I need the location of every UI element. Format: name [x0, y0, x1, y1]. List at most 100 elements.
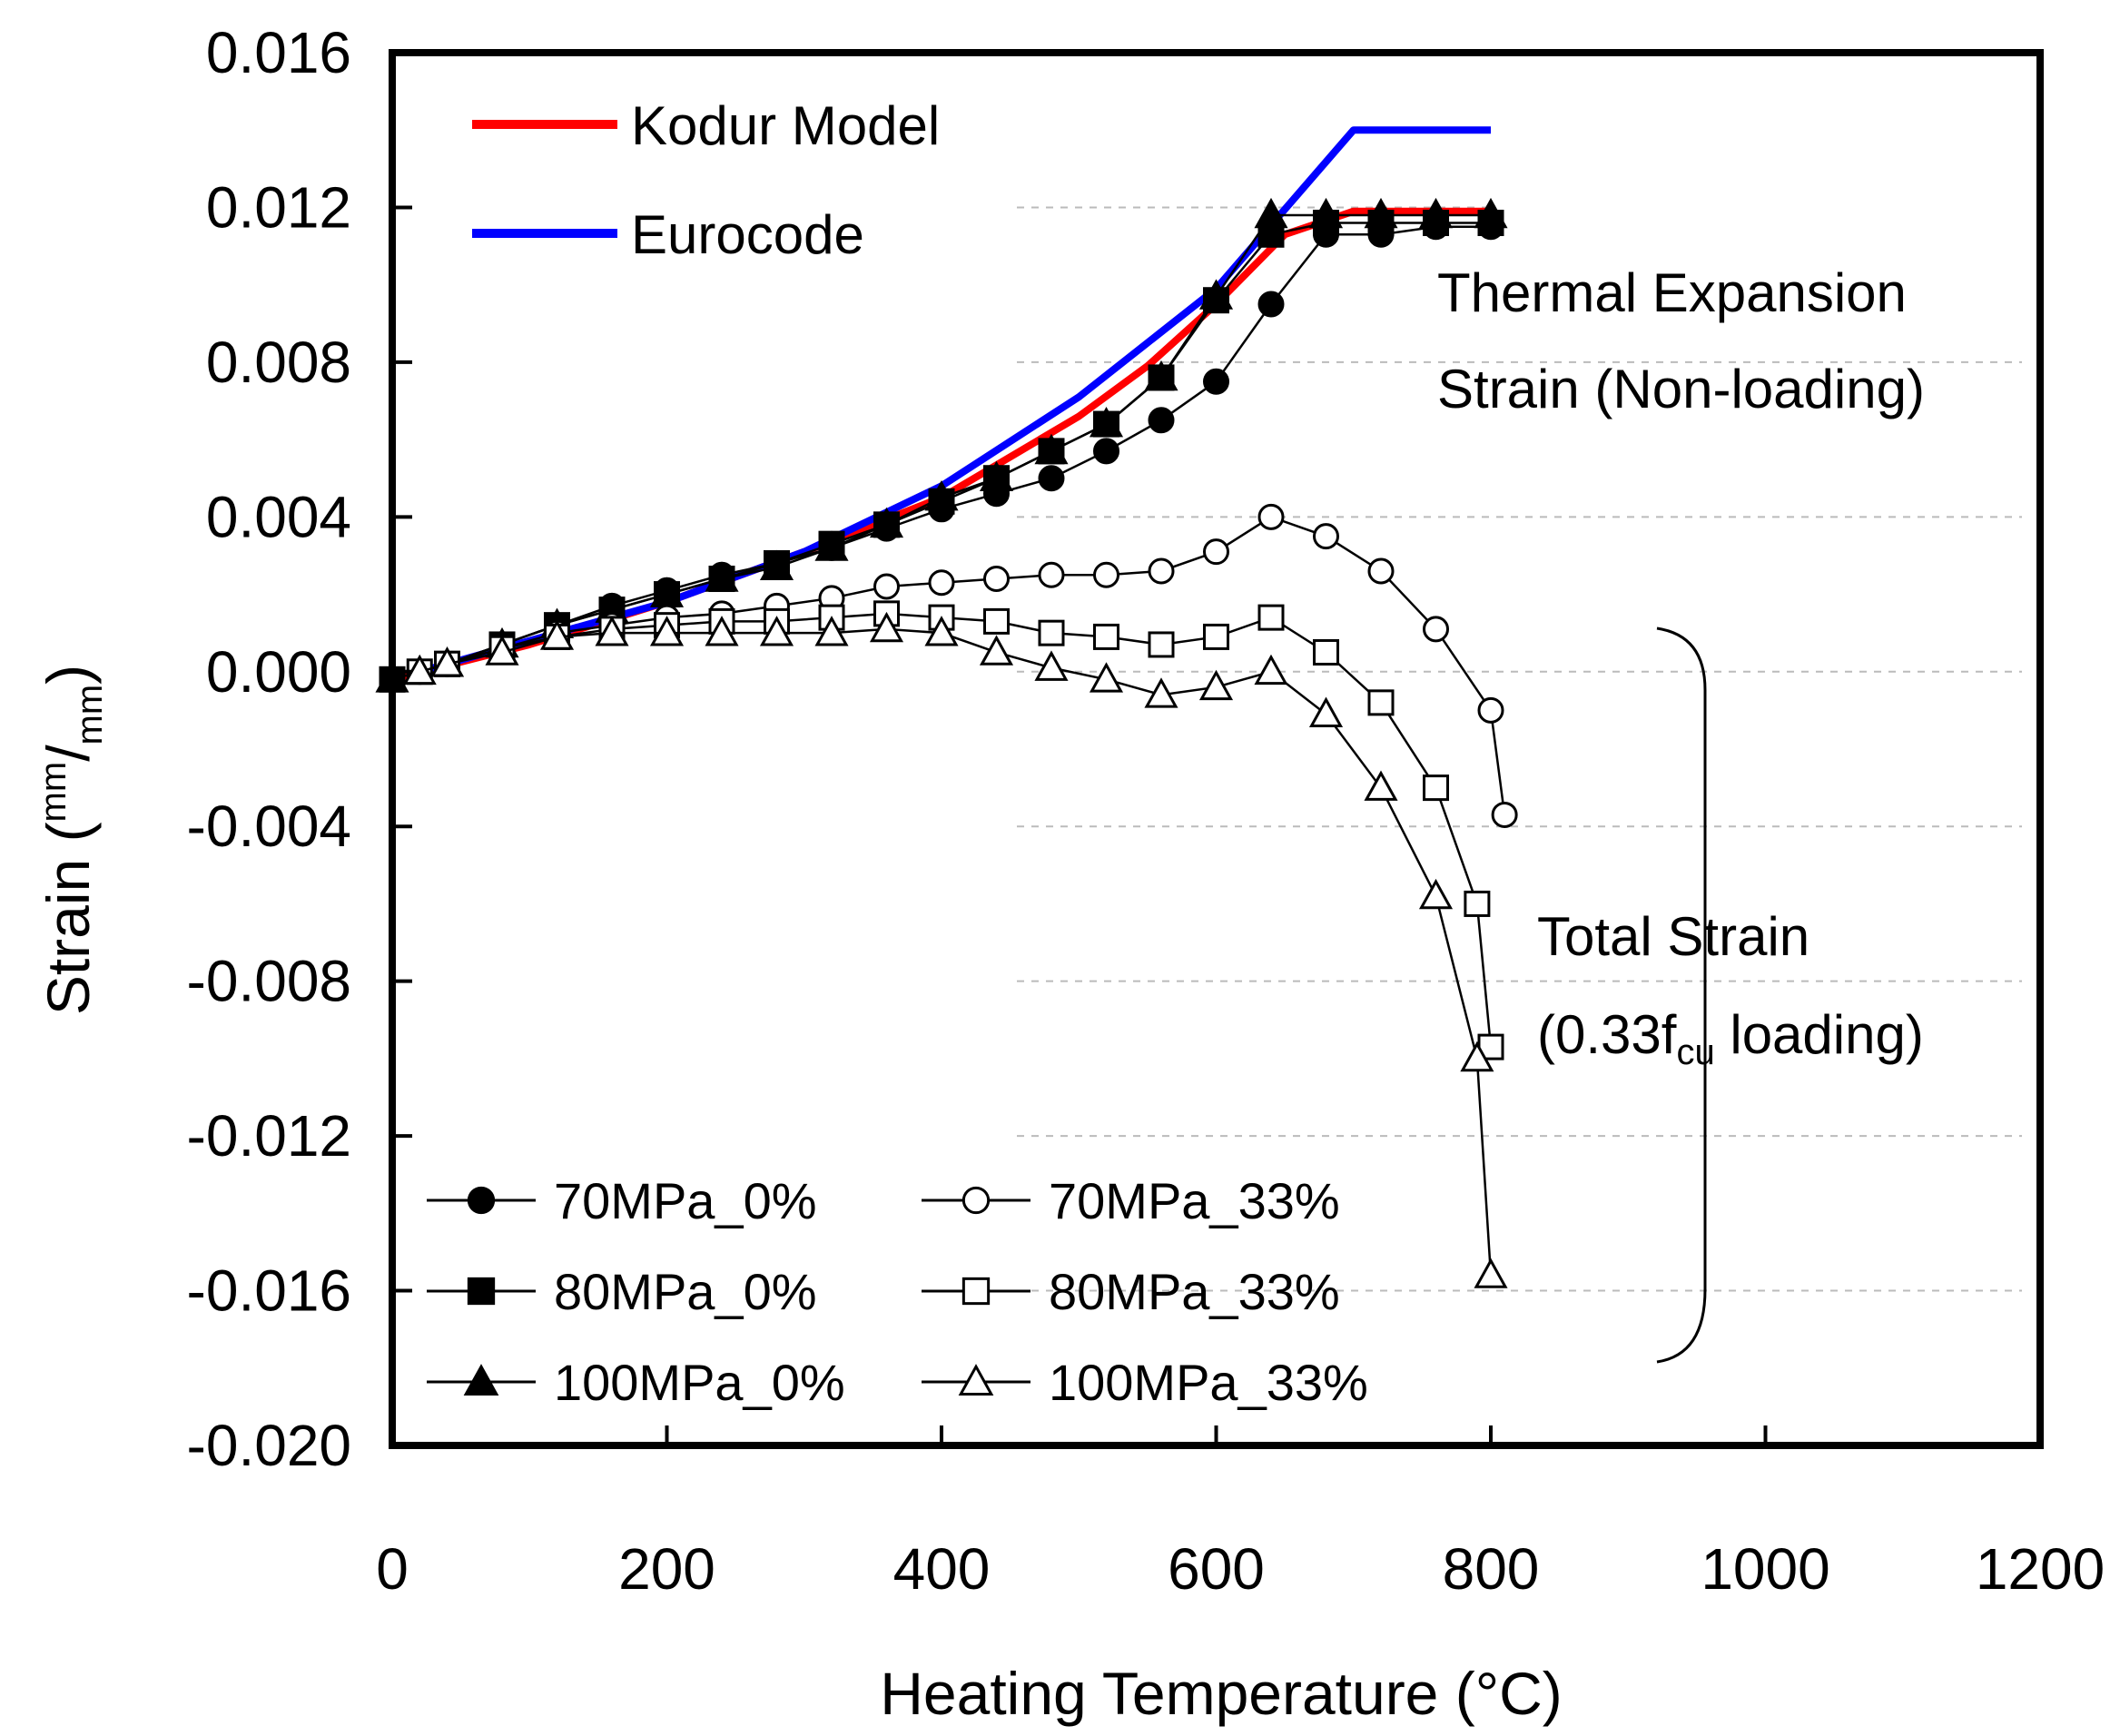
point-100mpa-0-20	[1474, 197, 1508, 229]
point-70mpa-33-10	[928, 569, 955, 597]
point-70mpa-33-20	[1477, 696, 1504, 724]
legend-marker-80mpa-0	[467, 1277, 496, 1306]
y-tick-label-5: -0.004	[187, 794, 351, 859]
point-70mpa-33-13	[1093, 561, 1119, 588]
y-axis-title-suffix: )	[35, 665, 102, 685]
point-70mpa-33-11	[983, 566, 1010, 593]
legend-marker-70mpa-33	[961, 1186, 991, 1215]
gridlines	[1017, 206, 2022, 1292]
point-100mpa-0-19	[1418, 197, 1454, 229]
legend-label-100mpa-0: 100MPa_0%	[554, 1354, 845, 1411]
point-100mpa-33-8	[814, 616, 849, 646]
legend-label-70mpa-33: 70MPa_33%	[1049, 1172, 1340, 1229]
legend-marker-100mpa-0	[463, 1364, 499, 1396]
point-100mpa-33-4	[595, 616, 629, 646]
legend-marker-70mpa-0	[467, 1186, 496, 1215]
annotation-total-line1: Total Strain	[1537, 906, 1809, 967]
point-100mpa-33-20	[1460, 1041, 1494, 1072]
annotation-thermal-line1: Thermal Expansion	[1437, 262, 1907, 323]
point-100mpa-33-16	[1254, 654, 1288, 686]
point-80mpa-33-18	[1367, 689, 1395, 716]
y-tick-label-7: -0.012	[187, 1103, 351, 1169]
y-tick-label-0: 0.016	[206, 20, 351, 85]
point-100mpa-33-7	[759, 616, 794, 646]
point-100mpa-0-11	[979, 460, 1014, 492]
point-100mpa-33-2	[485, 635, 519, 666]
y-tick-label-1: 0.012	[206, 174, 351, 240]
x-tick-label-3: 600	[1168, 1536, 1265, 1602]
point-100mpa-33-9	[869, 611, 904, 643]
y-tick-label-3: 0.004	[206, 484, 351, 549]
point-70mpa-33-21	[1491, 801, 1518, 828]
point-100mpa-0-17	[1308, 197, 1344, 229]
legend-entry-70mpa-33: 70MPa_33%	[922, 1172, 1340, 1229]
total-strain-brace	[1656, 626, 1707, 1364]
annotations: Thermal Expansion Strain (Non-loading) T…	[1437, 262, 1925, 1364]
x-tick-label-0: 0	[376, 1536, 409, 1602]
y-axis-ticks: 0.016 0.012 0.008 0.004 0.000 -0.004 -0.008 -0.…	[187, 20, 412, 1478]
point-100mpa-33-10	[924, 616, 959, 646]
point-100mpa-33-15	[1198, 669, 1234, 701]
point-80mpa-33-17	[1313, 638, 1339, 666]
legend-entry-100mpa-0: 100MPa_0%	[427, 1354, 845, 1411]
point-100mpa-33-14	[1144, 677, 1178, 708]
point-80mpa-33-19	[1423, 774, 1449, 802]
point-70mpa-33-14	[1148, 557, 1175, 585]
y-tick-label-6: -0.008	[187, 949, 351, 1014]
point-80mpa-33-16	[1257, 604, 1285, 631]
legend-label-80mpa-33: 80MPa_33%	[1049, 1263, 1340, 1320]
point-80mpa-33-11	[983, 607, 1010, 635]
point-100mpa-0-14	[1144, 360, 1178, 391]
legend-label-eurocode: Eurocode	[631, 204, 864, 265]
annotation-total-sub: cu	[1676, 1032, 1714, 1072]
legend-entry-100mpa-33: 100MPa_33%	[922, 1354, 1368, 1411]
legend-entry-80mpa-33: 80MPa_33%	[922, 1263, 1340, 1320]
point-100mpa-33-1	[429, 646, 465, 677]
y-axis-title-unit-slash: /	[35, 745, 102, 762]
x-axis-ticks: 0 200 400 600 800 1000 1200	[376, 1425, 2105, 1602]
point-80mpa-33-12	[1038, 619, 1065, 646]
point-80mpa-33-20	[1464, 890, 1491, 917]
point-100mpa-0-7	[759, 549, 794, 581]
point-100mpa-0-15	[1198, 279, 1234, 310]
point-70mpa-33-12	[1038, 561, 1065, 588]
point-80mpa-33-15	[1203, 623, 1229, 650]
series-line-80mpa-33	[419, 612, 1493, 1048]
x-tick-label-6: 1200	[1976, 1536, 2105, 1602]
point-100mpa-33-17	[1308, 696, 1344, 727]
annotation-total-suffix: loading)	[1715, 1004, 1924, 1065]
x-tick-label-4: 800	[1443, 1536, 1540, 1602]
model-legend: Kodur Model Eurocode	[472, 95, 940, 265]
series-line-100mpa-33	[419, 627, 1493, 1276]
y-tick-label-2: 0.008	[206, 330, 351, 395]
point-100mpa-33-21	[1474, 1258, 1508, 1288]
point-100mpa-0-12	[1034, 433, 1069, 465]
point-100mpa-0-16	[1254, 197, 1288, 229]
annotation-total-line2: (0.33fcu loading)	[1537, 1004, 1924, 1072]
point-100mpa-0-8	[814, 530, 849, 561]
point-70mpa-33-19	[1423, 616, 1449, 643]
annotation-thermal-line2: Strain (Non-loading)	[1437, 359, 1925, 419]
legend-marker-80mpa-33	[961, 1277, 991, 1306]
point-100mpa-33-6	[705, 616, 739, 646]
x-tick-label-1: 200	[618, 1536, 715, 1602]
point-70mpa-0-13	[1093, 438, 1119, 465]
point-100mpa-33-19	[1418, 878, 1454, 910]
point-70mpa-0-16	[1257, 291, 1285, 318]
x-axis-title: Heating Temperature (°C)	[880, 1660, 1563, 1727]
point-100mpa-33-13	[1089, 662, 1124, 693]
series-legend: 70MPa_0% 80MPa_0% 100MPa_0% 70MPa_33% 80MPa_…	[427, 1172, 1368, 1411]
point-100mpa-0-13	[1089, 406, 1124, 438]
legend-label-100mpa-33: 100MPa_33%	[1049, 1354, 1368, 1411]
point-80mpa-33-14	[1148, 631, 1175, 658]
point-100mpa-33-0	[402, 654, 437, 686]
y-tick-label-9: -0.020	[187, 1413, 351, 1478]
point-70mpa-0-15	[1203, 368, 1229, 395]
series-line-70mpa-33	[419, 515, 1506, 815]
point-100mpa-0-18	[1364, 197, 1398, 229]
point-70mpa-33-9	[873, 573, 900, 600]
y-axis-title-unit-den: mm	[70, 685, 110, 745]
y-tick-label-4: 0.000	[206, 639, 351, 705]
